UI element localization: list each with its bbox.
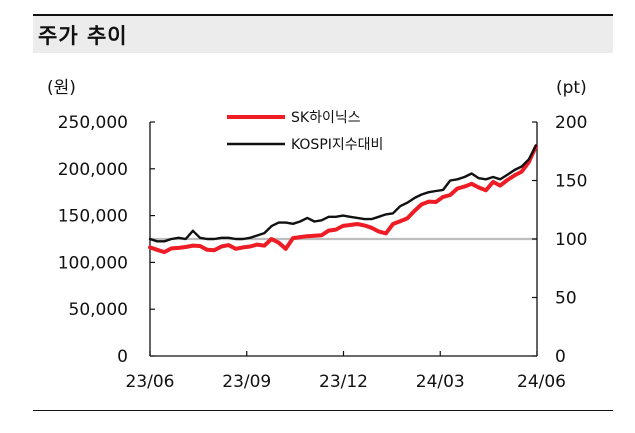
left-y-tick-label: 250,000 [58, 113, 128, 133]
left-y-tick-label: 150,000 [58, 207, 128, 227]
left-y-tick-label: 50,000 [69, 300, 128, 320]
left-y-tick-label: 0 [117, 347, 128, 367]
x-tick-label: 24/03 [416, 372, 465, 392]
legend-label-kospi-relative: KOSPI지수대비 [291, 137, 383, 153]
footer-rule [33, 410, 613, 411]
x-tick-label: 23/09 [222, 372, 271, 392]
legend-label-sk-hynix: SK하이닉스 [291, 110, 361, 126]
header-band [33, 16, 613, 53]
right-y-tick-label: 100 [555, 230, 587, 250]
series-line-kospi-relative [148, 144, 538, 243]
right-y-tick-label: 200 [555, 113, 587, 133]
x-tick-label: 23/06 [126, 372, 175, 392]
right-y-tick-label: 0 [555, 347, 566, 367]
x-tick-label: 23/12 [319, 372, 368, 392]
series-line-sk-hynix [148, 144, 538, 255]
left-y-tick-label: 200,000 [58, 160, 128, 180]
right-y-tick-label: 50 [555, 289, 577, 309]
right-y-tick-label: 150 [555, 172, 587, 192]
page-title: 주가 추이 [38, 24, 128, 48]
header-top-rule [33, 14, 613, 16]
left-axis-unit: (원) [47, 78, 76, 98]
left-y-tick-label: 100,000 [58, 253, 128, 273]
x-tick-label: 24/06 [517, 372, 566, 392]
right-axis-unit: (pt) [556, 78, 587, 98]
